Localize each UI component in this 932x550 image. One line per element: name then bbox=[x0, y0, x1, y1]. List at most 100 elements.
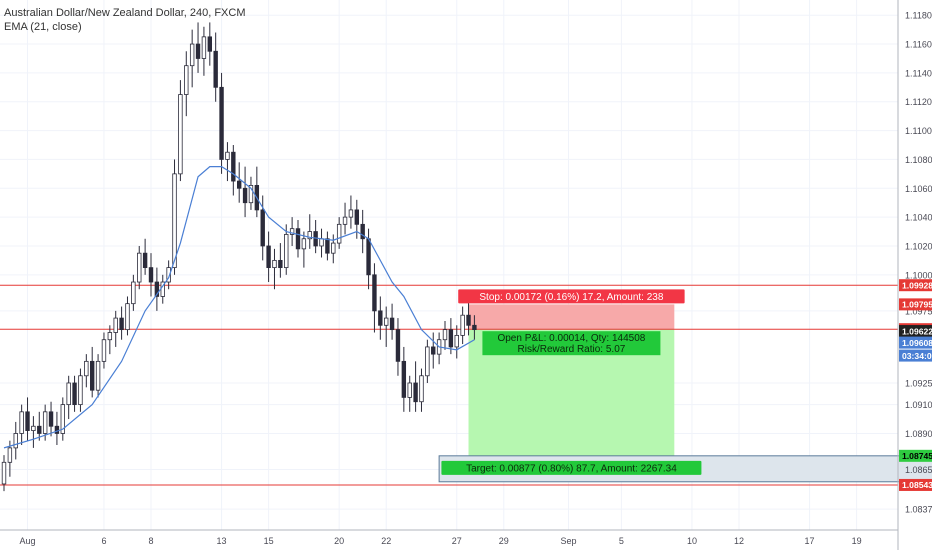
candle-body bbox=[78, 375, 83, 406]
candle-body bbox=[336, 223, 342, 244]
candle-body bbox=[466, 314, 471, 326]
candle-body bbox=[189, 43, 195, 67]
candle-body bbox=[201, 36, 207, 59]
candle-body bbox=[366, 238, 371, 276]
price-tick-label: 1.11000 bbox=[905, 126, 932, 136]
price-tick-label: 1.08375 bbox=[905, 505, 932, 515]
price-tick-label: 1.08650 bbox=[905, 465, 932, 475]
candle-body bbox=[307, 231, 312, 240]
candle-body bbox=[289, 228, 295, 235]
candle-body bbox=[166, 267, 171, 283]
price-tick-label: 1.09100 bbox=[905, 400, 932, 410]
time-tick-label: 8 bbox=[148, 536, 153, 546]
pnl-label-bg bbox=[482, 331, 661, 356]
candle-body bbox=[236, 180, 242, 189]
candle-body bbox=[248, 184, 254, 204]
target-label-bg bbox=[441, 460, 702, 475]
target-label: Target: 0.00877 (0.80%) 87.7, Amount: 22… bbox=[466, 463, 677, 474]
candle-body bbox=[242, 187, 248, 204]
price-badge bbox=[899, 449, 932, 462]
price-tick-label: 1.10200 bbox=[905, 241, 932, 251]
candle-body bbox=[301, 238, 307, 250]
candle-body bbox=[272, 259, 277, 269]
indicator-label: EMA (21, close) bbox=[4, 21, 82, 33]
candle-body bbox=[178, 94, 183, 175]
candle-body bbox=[431, 346, 436, 355]
time-tick-label: Aug bbox=[20, 536, 36, 546]
price-tick-label: 1.09250 bbox=[905, 378, 932, 388]
candle-body bbox=[219, 86, 224, 160]
candle-body bbox=[66, 382, 71, 406]
candle-body bbox=[90, 360, 95, 391]
time-tick-label: 17 bbox=[805, 536, 815, 546]
candle-body bbox=[72, 382, 77, 406]
candle-body bbox=[19, 411, 24, 434]
candle-body bbox=[137, 252, 142, 283]
stop-label-bg bbox=[458, 289, 685, 304]
candle-body bbox=[207, 36, 212, 52]
candle-body bbox=[225, 151, 230, 160]
candle-body bbox=[319, 238, 324, 247]
price-badge-label: 03:34:09 bbox=[902, 351, 932, 361]
candle-body bbox=[131, 281, 136, 305]
candle-body bbox=[213, 50, 218, 88]
price-tick-label: 1.11400 bbox=[905, 68, 932, 78]
time-tick-label: 10 bbox=[687, 536, 697, 546]
price-badge bbox=[899, 478, 932, 491]
candle-body bbox=[101, 339, 107, 362]
candle-body bbox=[13, 433, 18, 449]
candle-body bbox=[148, 267, 154, 283]
candle-body bbox=[195, 43, 201, 59]
candle-body bbox=[95, 360, 101, 391]
price-tick-label: 1.10600 bbox=[905, 184, 932, 194]
stop-label: Stop: 0.00172 (0.16%) 17.2, Amount: 238 bbox=[479, 292, 663, 303]
time-tick-label: 20 bbox=[334, 536, 344, 546]
price-badge bbox=[899, 349, 932, 362]
stop-zone bbox=[468, 304, 675, 330]
candle-body bbox=[413, 382, 418, 403]
candle-body bbox=[48, 411, 54, 427]
candle-body bbox=[295, 228, 301, 250]
trade-labels: Stop: 0.00172 (0.16%) 17.2, Amount: 238 O… bbox=[441, 289, 702, 475]
candle-body bbox=[331, 242, 336, 254]
candle-body bbox=[266, 245, 271, 269]
price-badge-label: 1.09795 bbox=[902, 300, 932, 310]
candle-body bbox=[401, 360, 407, 398]
price-badge-label: 1.09608 bbox=[902, 338, 932, 348]
price-badge bbox=[899, 336, 932, 349]
price-badge-label: 1.09928 bbox=[902, 280, 932, 290]
risk-reward-label: Risk/Reward Ratio: 5.07 bbox=[518, 344, 626, 355]
candle-body bbox=[25, 411, 30, 431]
price-axis[interactable]: 1.11800 1.11600 1.11400 1.11200 1.11000 1.108… bbox=[899, 11, 932, 515]
candle-body bbox=[425, 346, 430, 377]
candle-body bbox=[154, 281, 160, 297]
time-tick-label: 5 bbox=[619, 536, 624, 546]
candle-body bbox=[383, 317, 389, 326]
candle-body bbox=[54, 425, 60, 434]
price-tick-label: 1.10400 bbox=[905, 213, 932, 223]
price-tick-label: 1.10800 bbox=[905, 155, 932, 165]
candle-body bbox=[184, 65, 189, 95]
candle-body bbox=[354, 209, 359, 225]
candle-body bbox=[342, 216, 348, 225]
price-tick-label: 1.09750 bbox=[905, 306, 932, 316]
price-badge bbox=[899, 279, 932, 292]
candle-body bbox=[395, 329, 401, 362]
candle-body bbox=[407, 382, 412, 398]
time-tick-label: 29 bbox=[499, 536, 509, 546]
candle-body bbox=[231, 151, 236, 182]
price-badge-label: 1.08543 bbox=[902, 480, 932, 490]
pnl-label: Open P&L: 0.00014, Qty: 144508 bbox=[497, 333, 645, 344]
candle-body bbox=[119, 317, 124, 331]
candle-body bbox=[84, 360, 89, 377]
horizontal-lines bbox=[0, 284, 898, 486]
candle-body bbox=[278, 259, 283, 269]
time-axis[interactable]: Aug 6 8 13 15 20 22 27 29 Sep 5 10 12 17 19 bbox=[20, 536, 862, 546]
time-tick-label: 19 bbox=[852, 536, 862, 546]
ema-line bbox=[3, 166, 475, 449]
candle-body bbox=[419, 375, 424, 403]
candle-body bbox=[472, 324, 477, 331]
candles bbox=[1, 22, 477, 492]
price-tick-label: 1.10000 bbox=[905, 270, 932, 280]
